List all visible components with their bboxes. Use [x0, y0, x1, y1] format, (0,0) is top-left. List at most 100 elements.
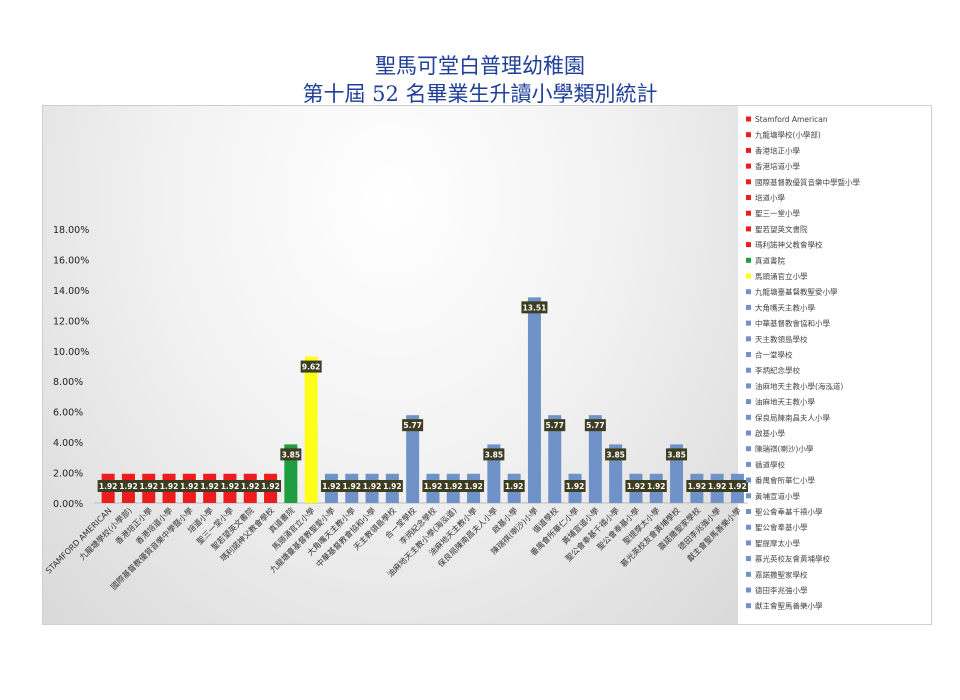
legend-swatch: [746, 147, 751, 153]
legend-swatch: [746, 195, 751, 200]
legend-swatch: [746, 273, 751, 279]
data-label: 3.85: [485, 450, 504, 459]
data-label-bg: [402, 419, 424, 432]
data-label-bg: [97, 480, 119, 492]
bar: [548, 415, 562, 503]
data-label: 1.92: [261, 482, 280, 491]
data-label-bg: [199, 480, 221, 492]
legend-entry: 德田李兆強小學: [755, 585, 808, 595]
data-label: 3.85: [606, 450, 625, 459]
legend-swatch: [746, 179, 751, 185]
bar: [304, 356, 318, 503]
legend-entry: 大角嘴天主教小學: [755, 302, 815, 312]
data-label-bg: [361, 480, 383, 492]
data-label-bg: [544, 419, 566, 432]
data-label-bg: [219, 480, 241, 492]
legend-swatch: [746, 116, 751, 122]
data-label-bg: [300, 360, 322, 373]
data-label-bg: [605, 448, 627, 461]
data-label: 1.92: [383, 482, 402, 491]
legend-entry: 天主教領島學校: [755, 334, 808, 344]
bars: 1.92 1.92 1.92 1.92 1.92 1.92 1.92 1.92 1.92 3.85…: [94, 297, 748, 504]
legend-swatch: [746, 320, 751, 326]
chart-title-line2: 第十屆 52 名畢業生升讀小學類別統計: [302, 82, 658, 106]
legend-swatch: [746, 367, 751, 373]
data-label-bg: [463, 480, 485, 492]
legend-entry: 中華基督教會協和小學: [755, 318, 830, 328]
data-label-bg: [726, 480, 748, 492]
data-label: 5.77: [545, 421, 564, 430]
data-label-bg: [117, 480, 139, 492]
data-label-bg: [564, 480, 586, 492]
data-label: 1.92: [688, 482, 707, 491]
data-label: 13.51: [523, 303, 547, 312]
y-tick-label: 10.00%: [53, 347, 89, 358]
data-label-bg: [584, 419, 606, 432]
legend: Stamford American 九龍塘學校(小學部) 香港培正小學香港培道小學國…: [746, 115, 860, 611]
legend-swatch: [746, 556, 751, 562]
legend-swatch: [746, 383, 751, 389]
legend-entry: 李炳紀念學校: [755, 365, 800, 375]
legend-entry: 聖公會奉基千禧小學: [755, 507, 823, 517]
data-label: 1.92: [505, 482, 524, 491]
data-label: 1.92: [566, 482, 585, 491]
legend-entry: 香港培正小學: [755, 145, 800, 155]
data-label-bg: [138, 480, 160, 492]
data-label-bg: [521, 301, 548, 314]
data-label-bg: [239, 480, 261, 492]
chart-title-line1: 聖馬可堂白普理幼稚園: [375, 54, 585, 78]
legend-entry: 九龍塘學校(小學部): [755, 130, 821, 140]
bar: [406, 415, 420, 503]
data-label: 5.77: [403, 421, 422, 430]
data-label-bg: [503, 480, 525, 492]
legend-swatch: [746, 587, 751, 593]
data-label-bg: [483, 448, 505, 461]
legend-entry: 瑪利諾神父教會學校: [755, 240, 823, 250]
plot-area: [43, 106, 738, 624]
data-label-bg: [381, 480, 403, 492]
legend-entry: 聖三一堂小學: [755, 208, 800, 218]
data-label: 1.92: [728, 482, 747, 491]
data-label-bg: [645, 480, 667, 492]
data-label-bg: [686, 480, 708, 492]
data-label-bg: [158, 480, 180, 492]
legend-area: [738, 106, 931, 624]
legend-entry: 保良局陳南昌夫人小學: [755, 412, 830, 422]
legend-entry: 國際基督教優質音樂中學暨小學: [755, 177, 860, 187]
legend-entry: 聖提摩太小學: [755, 538, 800, 548]
legend-swatch: [746, 571, 751, 577]
x-axis-labels: STAMFORD AMERICAN九龍塘學校(小學部)香港培正小學香港培道小學國…: [44, 505, 743, 591]
legend-swatch: [746, 414, 751, 420]
legend-swatch: [746, 399, 751, 405]
legend-swatch: [746, 289, 751, 295]
y-tick-label: 14.00%: [53, 286, 89, 297]
legend-swatch: [746, 524, 751, 530]
y-tick-label: 8.00%: [53, 377, 83, 388]
data-label: 1.92: [139, 482, 158, 491]
y-tick-label: 0.00%: [53, 499, 83, 510]
legend-swatch: [746, 603, 751, 609]
legend-entry: 循道學校: [755, 459, 785, 469]
data-label: 1.92: [322, 482, 341, 491]
y-tick-label: 4.00%: [53, 438, 83, 449]
legend-entry: 陳瑞祺(喇沙)小學: [755, 444, 814, 454]
legend-entry: 香港培道小學: [755, 161, 800, 171]
legend-entry: 油麻地天主教小學: [755, 397, 815, 407]
legend-swatch: [746, 242, 751, 248]
legend-swatch: [746, 257, 751, 263]
legend-entry: 馬頭涌官立小學: [755, 271, 808, 281]
legend-entry: 聖若望英文書院: [755, 224, 808, 234]
legend-swatch: [746, 461, 751, 467]
legend-swatch: [746, 132, 751, 138]
data-label-bg: [666, 448, 688, 461]
y-tick-label: 2.00%: [53, 469, 83, 480]
data-label: 1.92: [221, 482, 240, 491]
data-label-bg: [260, 480, 282, 492]
legend-entry: 油麻地天主教小學(海泓道): [755, 381, 843, 391]
legend-entry: 合一堂學校: [755, 350, 793, 360]
legend-swatch: [746, 446, 751, 452]
legend-swatch: [746, 352, 751, 357]
legend-swatch: [746, 540, 751, 546]
legend-entry: 九龍塘臺基督教聖愛小學: [755, 287, 838, 297]
data-label-bg: [625, 480, 647, 492]
